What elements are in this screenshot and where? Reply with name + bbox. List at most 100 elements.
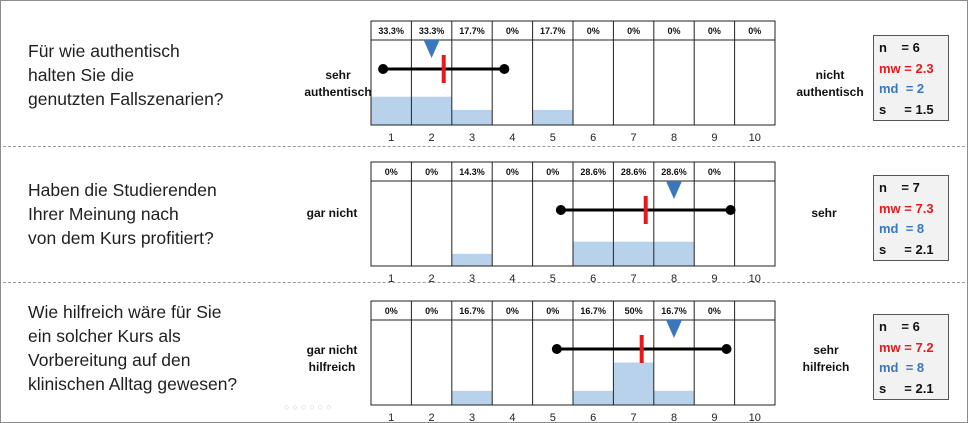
- tick-label: 8: [671, 273, 677, 285]
- median-marker: [666, 181, 682, 199]
- percent-label: 0%: [708, 167, 721, 177]
- bar-1: [371, 96, 412, 125]
- stat-n: n = 6: [879, 40, 920, 55]
- percent-label: 0%: [748, 26, 761, 36]
- question-row-2: Haben die Studierenden Ihrer Meinung nac…: [1, 141, 967, 285]
- question-row-3: Wie hilfreich wäre für Sie ein solcher K…: [1, 280, 967, 423]
- tick-label: 9: [711, 412, 717, 423]
- tick-label: 8: [671, 132, 677, 144]
- bar-3: [451, 109, 493, 125]
- stat-sd: s = 2.1: [879, 380, 934, 396]
- scale-left-label: gar nicht hilfreich: [306, 343, 358, 374]
- bar-5: [532, 109, 573, 125]
- stats-box: n = 6 mw = 7.2 md = 8 s = 2.1: [873, 314, 949, 400]
- bar-6: [573, 241, 614, 266]
- distribution-chart: 33.3% 33.3% 17.7% 0% 17.7% 0% 0% 0% 0% 0% 1 2 3 4 5 6 7 8…: [370, 20, 776, 144]
- slide-navigation-controls[interactable]: ○○○○○○: [284, 402, 335, 412]
- tick-label: 7: [631, 412, 637, 423]
- percent-label: 0%: [425, 306, 438, 316]
- scale-right-label: sehr: [811, 206, 837, 220]
- percent-label: 33.3%: [419, 26, 445, 36]
- percent-label: 50%: [625, 306, 643, 316]
- percent-label: 0%: [506, 306, 519, 316]
- percent-label: 28.6%: [580, 167, 606, 177]
- tick-label: 10: [749, 132, 761, 144]
- bar-6: [573, 390, 614, 405]
- tick-label: 3: [469, 412, 475, 423]
- tick-label: 3: [469, 273, 475, 285]
- percent-label: 0%: [627, 26, 640, 36]
- tick-label: 1: [388, 132, 394, 144]
- percent-label: 28.6%: [621, 167, 647, 177]
- sd-range-low-dot: [551, 344, 562, 354]
- bar-3: [451, 390, 493, 405]
- sd-range-high-dot: [725, 205, 736, 215]
- tick-label: 1: [388, 273, 394, 285]
- row-divider: [3, 282, 965, 283]
- stats-box: n = 7 mw = 7.3 md = 8 s = 2.1: [873, 175, 949, 261]
- stat-sd: s = 2.1: [879, 241, 934, 257]
- tick-label: 7: [631, 132, 637, 144]
- scale-right-label: sehr hilfreich: [802, 343, 850, 374]
- tick-label: 5: [550, 132, 556, 144]
- bar-2: [411, 96, 452, 125]
- sd-range-high-dot: [499, 64, 510, 74]
- tick-label: 3: [469, 132, 475, 144]
- sd-range-high-dot: [721, 344, 732, 354]
- tick-label: 6: [590, 273, 596, 285]
- percent-label: 0%: [506, 26, 519, 36]
- bar-8: [653, 241, 695, 266]
- stat-mean: mw = 2.3: [879, 60, 934, 76]
- tick-label: 8: [671, 412, 677, 423]
- percent-label: 0%: [708, 26, 721, 36]
- stat-n: n = 6: [879, 319, 920, 334]
- percent-label: 0%: [667, 26, 680, 36]
- bar-8: [653, 390, 695, 405]
- tick-label: 4: [509, 412, 515, 423]
- percent-label: 28.6%: [661, 167, 687, 177]
- stat-mean: mw = 7.2: [879, 339, 934, 355]
- tick-label: 7: [631, 273, 637, 285]
- tick-label: 5: [550, 412, 556, 423]
- tick-label: 6: [590, 412, 596, 423]
- tick-label: 10: [749, 412, 761, 423]
- tick-label: 2: [429, 412, 435, 423]
- percent-label: 16.7%: [580, 306, 606, 316]
- tick-label: 6: [590, 132, 596, 144]
- percent-label: 17.7%: [540, 26, 566, 36]
- question-text: Für wie authentisch halten Sie die genut…: [28, 41, 224, 109]
- tick-label: 2: [429, 273, 435, 285]
- bar-7: [613, 241, 654, 266]
- percent-label: 16.7%: [459, 306, 485, 316]
- stats-box: n = 6 mw = 2.3 md = 2 s = 1.5: [873, 35, 949, 121]
- tick-label: 4: [509, 273, 515, 285]
- median-marker: [423, 40, 440, 58]
- scale-left-label: gar nicht: [306, 206, 358, 220]
- stat-median: md = 2: [879, 81, 925, 96]
- percent-label: 0%: [708, 306, 721, 316]
- median-marker: [666, 320, 682, 338]
- scale-left-label: sehr authentisch: [304, 68, 372, 99]
- question-text: Haben die Studierenden Ihrer Meinung nac…: [28, 180, 217, 248]
- stat-median: md = 8: [879, 360, 925, 375]
- question-text: Wie hilfreich wäre für Sie ein solcher K…: [28, 302, 238, 394]
- tick-label: 9: [711, 132, 717, 144]
- percent-label: 14.3%: [459, 167, 485, 177]
- distribution-chart: 0% 0% 16.7% 0% 0% 16.7% 50% 16.7% 0% 1 2 3 4 5 6 7 8 9 10: [370, 300, 776, 423]
- percent-label: 0%: [546, 167, 559, 177]
- tick-label: 1: [388, 412, 394, 423]
- tick-label: 5: [550, 273, 556, 285]
- stat-mean: mw = 7.3: [879, 200, 934, 216]
- tick-label: 2: [429, 132, 435, 144]
- tick-label: 9: [711, 273, 717, 285]
- distribution-chart: 0% 0% 14.3% 0% 0% 28.6% 28.6% 28.6% 0%1 2 3 4 5 6 7 8 9 1…: [370, 161, 776, 285]
- stat-sd: s = 1.5: [879, 101, 934, 117]
- percent-label: 0%: [425, 167, 438, 177]
- percent-label: 16.7%: [661, 306, 687, 316]
- bar-7: [613, 362, 654, 405]
- percent-label: 33.3%: [378, 26, 404, 36]
- sd-range-low-dot: [555, 205, 566, 215]
- bar-3: [451, 253, 493, 266]
- stat-n: n = 7: [879, 180, 920, 195]
